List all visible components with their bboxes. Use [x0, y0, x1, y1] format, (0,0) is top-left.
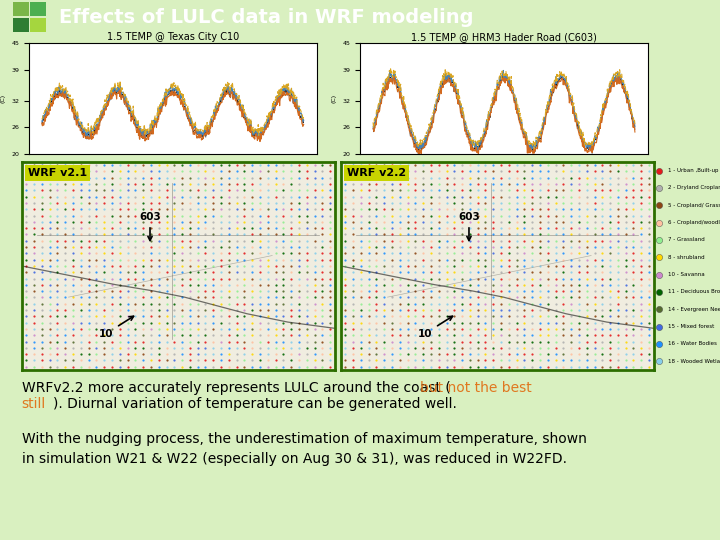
Text: 6 - Cropland/woodland: 6 - Cropland/woodland	[668, 220, 720, 225]
Text: 603: 603	[139, 212, 161, 240]
Text: 10 - Savanna: 10 - Savanna	[668, 272, 705, 277]
Text: With the nudging process, the underestimation of maximum temperature, shown
in s: With the nudging process, the underestim…	[22, 432, 587, 465]
Text: 15 - Mixed forest: 15 - Mixed forest	[668, 324, 714, 329]
Bar	[13, 18, 29, 31]
Text: 7 - Grassland: 7 - Grassland	[668, 238, 705, 242]
Text: 14 - Evergreen Needleaf Forest: 14 - Evergreen Needleaf Forest	[668, 307, 720, 312]
Text: 11 - Deciduous Broadleaf Forest: 11 - Deciduous Broadleaf Forest	[668, 289, 720, 294]
Bar	[30, 18, 46, 31]
Text: 5 - Cropland/ Grassland Mosaic: 5 - Cropland/ Grassland Mosaic	[668, 203, 720, 208]
Y-axis label: (C): (C)	[332, 94, 337, 103]
Text: WRFv2.2 more accurately represents LULC around the coast (: WRFv2.2 more accurately represents LULC …	[22, 381, 450, 395]
Text: 603: 603	[458, 212, 480, 240]
Bar	[30, 3, 46, 16]
Text: 1 - Urban ,Built-up Land: 1 - Urban ,Built-up Land	[668, 168, 720, 173]
Text: 16 - Water Bodies: 16 - Water Bodies	[668, 341, 716, 347]
Text: WRF v2.1: WRF v2.1	[28, 168, 87, 178]
Text: but not the best: but not the best	[420, 381, 532, 395]
Text: ). Diurnal variation of temperature can be generated well.: ). Diurnal variation of temperature can …	[53, 397, 457, 411]
Text: Effects of LULC data in WRF modeling: Effects of LULC data in WRF modeling	[59, 8, 474, 27]
Text: 2 - Dryland Cropland ,Pasture: 2 - Dryland Cropland ,Pasture	[668, 185, 720, 191]
Legend: oObserved, W21, W22, W22FD: oObserved, W21, W22, W22FD	[86, 197, 259, 206]
Text: 8 - shrubland: 8 - shrubland	[668, 255, 704, 260]
Title: 1.5 TEMP @ Texas City C10: 1.5 TEMP @ Texas City C10	[107, 32, 239, 43]
Y-axis label: (C): (C)	[1, 94, 6, 103]
Bar	[13, 3, 29, 16]
Text: still: still	[22, 397, 46, 411]
Text: 18 - Wooded Wetland: 18 - Wooded Wetland	[668, 359, 720, 364]
Text: WRF v2.2: WRF v2.2	[347, 168, 406, 178]
Legend: oObserved, W21, W22, W22FD: oObserved, W21, W22, W22FD	[418, 197, 590, 206]
Title: 1.5 TEMP @ HRM3 Hader Road (C603): 1.5 TEMP @ HRM3 Hader Road (C603)	[411, 32, 597, 43]
Text: 10: 10	[418, 316, 453, 339]
Text: 10: 10	[99, 316, 134, 339]
